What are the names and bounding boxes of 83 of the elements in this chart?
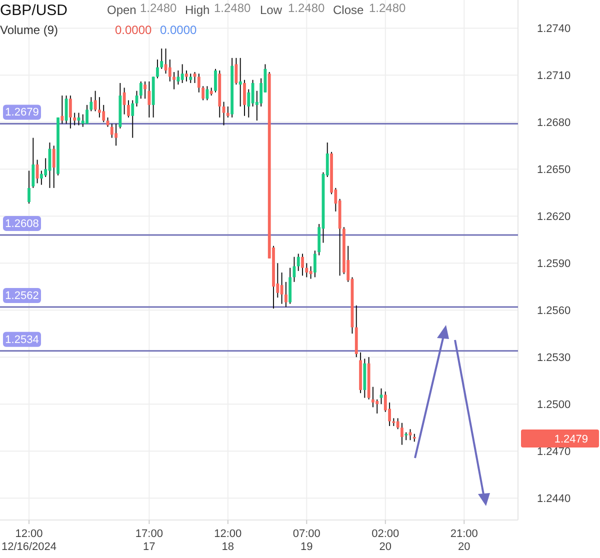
candlestick — [243, 79, 246, 116]
candlestick — [98, 96, 101, 118]
candlestick — [313, 250, 316, 278]
candlestick — [376, 398, 379, 414]
candlestick — [172, 72, 176, 90]
candlestick — [86, 104, 88, 124]
candlestick — [309, 266, 312, 280]
text: 1.2479 — [554, 433, 588, 446]
candlestick — [396, 418, 400, 430]
candlestick — [139, 80, 142, 100]
y-tick-label: 1.2710 — [537, 70, 571, 82]
candlestick — [144, 80, 146, 100]
x-tick-label: 07:00 19 — [292, 528, 320, 553]
candlestick — [284, 281, 288, 308]
candlestick — [131, 100, 134, 138]
candlestick — [28, 170, 30, 204]
candlestick — [106, 116, 110, 128]
candlestick — [122, 87, 126, 115]
candlestick — [372, 386, 374, 408]
candlestick — [226, 106, 230, 118]
annotation: 1.2480 — [140, 1, 178, 15]
annotation: Close — [333, 3, 364, 17]
x-tick-label: 21:00 20 — [450, 528, 478, 553]
candlestick — [160, 48, 164, 70]
ref-line-label: 1.2679 — [5, 106, 39, 119]
y-tick-label: 1.2740 — [537, 23, 571, 36]
candlestick — [110, 123, 114, 138]
y-tick-label: 1.2650 — [537, 164, 571, 176]
x-tick-label: 17:00 17 — [135, 528, 163, 553]
candlestick — [90, 96, 93, 112]
candlestick — [102, 104, 106, 123]
y-tick-label: 1.2440 — [537, 492, 571, 505]
annotation: Open — [107, 3, 136, 17]
candlestick — [32, 137, 35, 188]
annotation: 0.0000 — [115, 23, 152, 37]
y-tick-label: 1.2590 — [537, 258, 571, 270]
y-tick-label: 1.2530 — [537, 352, 571, 364]
annotation: 1.2480 — [369, 1, 406, 15]
candlestick — [214, 68, 217, 93]
annotation: 0.0000 — [160, 23, 198, 37]
candlestick — [380, 388, 383, 405]
x-tick-label: 12:00 18 — [214, 528, 242, 553]
candlestick — [400, 422, 404, 446]
candlestick — [301, 253, 304, 276]
annotation: High — [185, 3, 210, 17]
annotation: 1.2480 — [288, 1, 326, 15]
candlestick — [156, 59, 159, 79]
candlestick — [296, 253, 300, 272]
candlestick — [73, 112, 76, 126]
candlestick — [202, 86, 205, 101]
x-tick-label: 02:00 20 — [372, 528, 400, 553]
ref-line-label: 1.2562 — [5, 290, 39, 302]
candlestick — [60, 95, 64, 124]
y-tick-label: 1.2500 — [537, 398, 571, 411]
chart-title: GBP/USD — [0, 2, 68, 19]
candlestick — [168, 59, 172, 82]
candlestick — [114, 123, 118, 146]
candlestick — [69, 95, 72, 129]
candlestick — [176, 70, 180, 86]
candlestick — [197, 73, 200, 93]
candlestick — [127, 100, 130, 118]
y-tick-label: 1.2620 — [537, 210, 571, 223]
candlestick — [81, 114, 84, 128]
ref-line-label: 1.2608 — [5, 218, 39, 230]
candlestick — [185, 70, 188, 82]
candlestick — [189, 73, 192, 84]
candlestick — [206, 86, 209, 101]
annotation: Low — [260, 3, 282, 17]
candlestick — [64, 95, 68, 124]
candlestick — [180, 64, 184, 84]
candlestick — [40, 170, 43, 186]
y-tick-label: 1.2560 — [537, 304, 571, 317]
annotation: Volume (9) — [0, 23, 58, 37]
annotation: 1.2480 — [214, 1, 252, 15]
candlestick — [148, 80, 151, 118]
y-tick-label: 1.2470 — [537, 446, 571, 458]
candlestick — [238, 57, 242, 108]
candlestick — [94, 90, 97, 112]
x-tick-label: 12:00 12/16/2024 — [1, 528, 57, 553]
candlestick — [305, 262, 308, 278]
candlestick — [52, 145, 56, 188]
y-tick-label: 1.2680 — [537, 117, 571, 130]
ref-line-label: 1.2534 — [5, 334, 39, 346]
